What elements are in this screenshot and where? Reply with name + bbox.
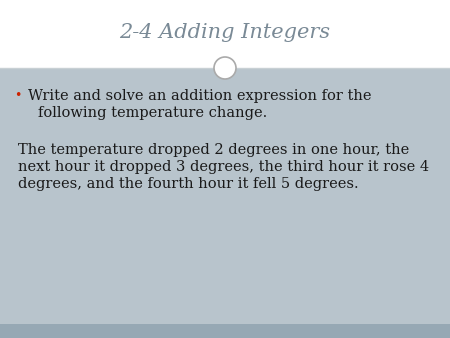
Text: •: • [14,90,22,102]
Text: Write and solve an addition expression for the: Write and solve an addition expression f… [28,89,372,103]
Text: following temperature change.: following temperature change. [38,106,267,120]
Bar [0,68,450,324]
Circle shape [214,57,236,79]
Text: 2-4 Adding Integers: 2-4 Adding Integers [119,23,331,42]
Bar [0,324,450,338]
Text: degrees, and the fourth hour it fell 5 degrees.: degrees, and the fourth hour it fell 5 d… [18,177,359,191]
Text: The temperature dropped 2 degrees in one hour, the: The temperature dropped 2 degrees in one… [18,143,409,158]
Text: next hour it dropped 3 degrees, the third hour it rose 4: next hour it dropped 3 degrees, the thir… [18,161,429,174]
Bar [0,0,450,68]
